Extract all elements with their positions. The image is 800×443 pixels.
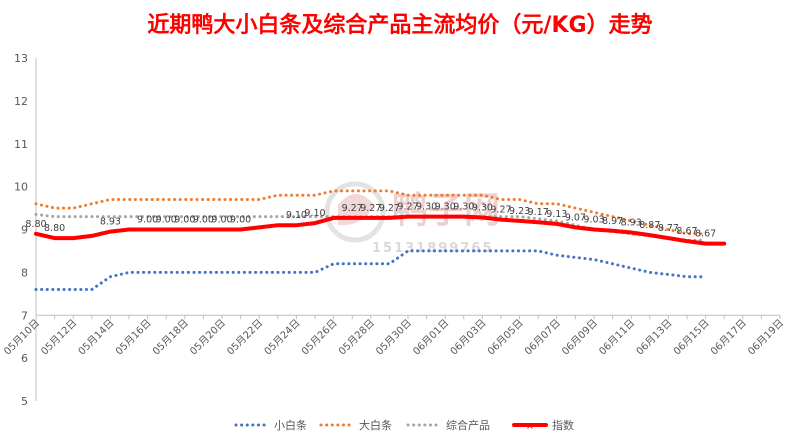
legend-label: 指数 — [552, 418, 574, 432]
watermark-logo-icon — [324, 181, 386, 243]
x-tick-label: 06月17日 — [708, 317, 749, 358]
data-label: 8.80 — [44, 223, 65, 234]
data-label: 8.80 — [25, 219, 46, 230]
data-label: 9.30 — [435, 202, 456, 213]
y-tick-label: 9 — [21, 224, 28, 237]
series-layer — [34, 189, 727, 291]
x-tick-label: 05月14日 — [76, 317, 117, 358]
legend: 小白条 大白条 综合产品 × 指数 — [234, 418, 574, 432]
y-tick-label: 12 — [14, 95, 28, 108]
data-label: 8.93 — [100, 217, 121, 228]
data-label: 9.00 — [174, 215, 195, 226]
watermark-brand: 鸭子网 — [392, 190, 500, 231]
x-tick-label: 05月16日 — [113, 317, 154, 358]
legend-label: 综合产品 — [446, 418, 490, 432]
data-label: 9.03 — [583, 215, 604, 226]
data-label: 9.00 — [193, 215, 214, 226]
data-label: 9.27 — [379, 203, 400, 214]
data-label: 9.17 — [528, 207, 549, 218]
series-line-小白条 — [34, 249, 708, 291]
y-tick-label: 7 — [21, 309, 28, 322]
data-label: 9.10 — [304, 208, 325, 219]
data-label: 8.97 — [602, 216, 623, 227]
data-label: 9.23 — [509, 206, 530, 217]
y-tick-label: 5 — [21, 395, 28, 408]
data-label: 8.67 — [695, 229, 716, 240]
watermark-phone: 15131899765 — [372, 241, 494, 256]
x-tick-label: 06月13日 — [634, 317, 675, 358]
data-label: 9.13 — [546, 209, 567, 220]
data-label: 9.30 — [416, 202, 437, 213]
x-tick-label: 05月20日 — [187, 317, 228, 358]
x-tick-label: 06月15日 — [671, 317, 712, 358]
x-tick-label: 05月28日 — [336, 317, 377, 358]
data-label: 9.00 — [211, 215, 232, 226]
y-tick-label: 11 — [14, 138, 28, 151]
y-tick-label: 13 — [14, 52, 28, 65]
data-label: 9.27 — [360, 203, 381, 214]
data-label: 9.30 — [472, 202, 493, 213]
x-tick-label: 06月05日 — [485, 317, 526, 358]
y-tick-label: 10 — [14, 181, 28, 194]
data-label: 9.27 — [397, 202, 418, 213]
data-label: 9.27 — [490, 205, 511, 216]
x-tick-label: 06月03日 — [448, 317, 489, 358]
x-tick-label: 05月22日 — [225, 317, 266, 358]
data-label: 9.00 — [230, 215, 251, 226]
x-tick-label: 05月26日 — [299, 317, 340, 358]
legend-label: 大白条 — [359, 418, 392, 432]
data-label: 8.93 — [621, 218, 642, 229]
data-label: 8.77 — [658, 223, 679, 234]
x-tick-label: 05月24日 — [262, 317, 303, 358]
series-line-大白条 — [34, 189, 708, 236]
y-tick-label: 6 — [21, 352, 28, 365]
data-label: 9.07 — [565, 212, 586, 223]
data-label: 9.10 — [286, 210, 307, 221]
x-tick-label: 06月09日 — [559, 317, 600, 358]
legend-marker-icon: × — [526, 421, 534, 432]
data-label: 9.30 — [453, 202, 474, 213]
x-tick-label: 05月18日 — [150, 317, 191, 358]
data-label: 8.87 — [639, 220, 660, 231]
chart-title: 近期鸭大小白条及综合产品主流均价（元/KG）走势 — [147, 12, 652, 38]
x-tick-label: 05月12日 — [39, 317, 80, 358]
data-label: 9.00 — [137, 215, 158, 226]
legend-label: 小白条 — [274, 418, 307, 432]
x-tick-label: 06月11日 — [597, 317, 638, 358]
series-line-指数 — [34, 214, 727, 246]
data-label: 9.27 — [342, 203, 363, 214]
y-tick-label: 8 — [21, 266, 28, 279]
data-labels: 8.808.808.93 9.009.009.009.009.009.00 9.10… — [25, 202, 716, 240]
x-tick-label: 06月19日 — [745, 317, 786, 358]
watermark: 鸭子网 15131899765 — [324, 181, 500, 256]
data-label: 9.00 — [156, 215, 177, 226]
x-tick-label: 05月30日 — [373, 317, 414, 358]
x-tick-label: 06月07日 — [522, 317, 563, 358]
data-label: 8.67 — [676, 226, 697, 237]
x-tick-label: 06月01日 — [411, 317, 452, 358]
